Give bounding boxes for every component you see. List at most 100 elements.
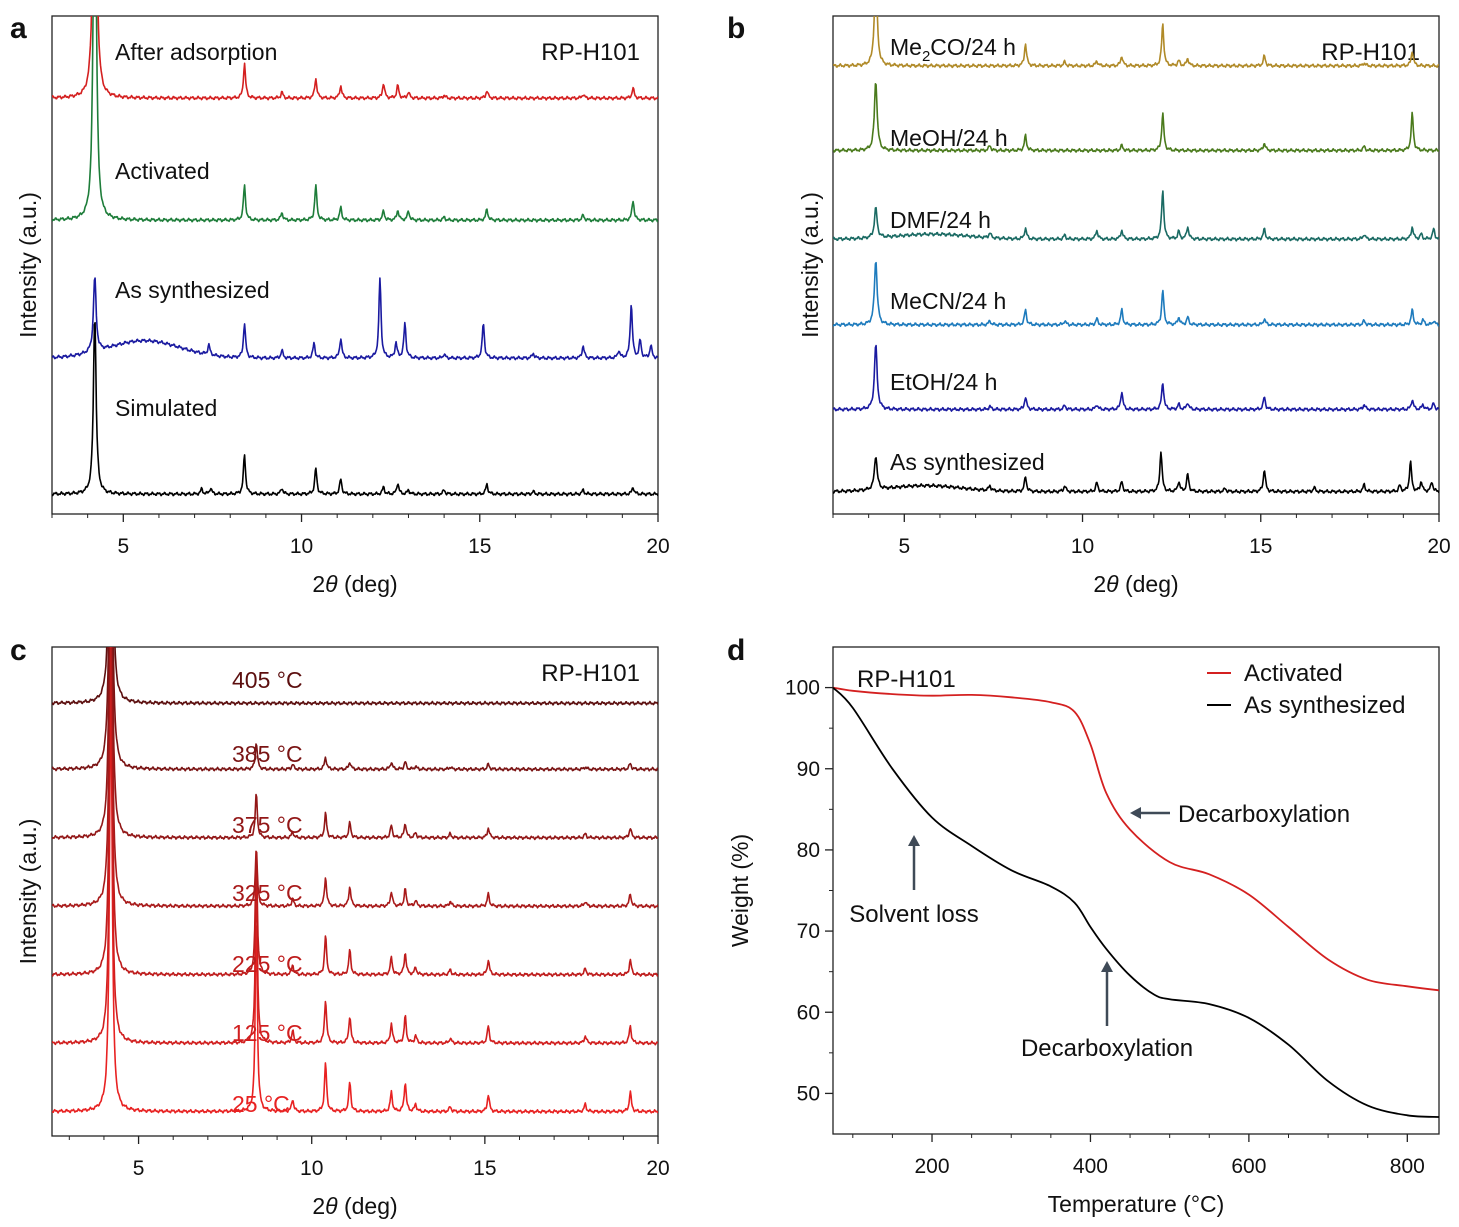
x-label-part: 2 (312, 571, 325, 597)
series-label: MeCN/24 h (890, 288, 1006, 314)
annotation-label: Decarboxylation (1021, 1035, 1193, 1062)
traces (52, 16, 658, 497)
traces (833, 16, 1439, 494)
panel-title: RP-H101 (541, 660, 640, 687)
panel-title: RP-H101 (1321, 39, 1420, 66)
series-line-385-c (52, 647, 658, 772)
series-line-as-synthesized (833, 451, 1439, 494)
series-line-after-adsorption (52, 16, 658, 101)
x-tick-label: 5 (898, 535, 910, 558)
series-line-dmf-24-h (833, 190, 1439, 242)
x-tick-label: 5 (117, 535, 129, 558)
legend-label: As synthesized (1244, 692, 1405, 719)
series-line-activated (52, 16, 658, 223)
x-label-part: 2 (312, 1193, 325, 1219)
x-label-part: (deg) (338, 571, 398, 597)
y-axis-label: Intensity (a.u.) (15, 192, 41, 338)
x-axis-label: 2θ (deg) (312, 1193, 397, 1219)
series-line-405-c (52, 647, 658, 706)
panel-title: RP-H101 (541, 39, 640, 66)
x-tick-label: 20 (1427, 535, 1450, 558)
series-line-as-synthesized (832, 686, 1440, 1118)
panel-letter: a (10, 12, 27, 45)
y-tick-label: 70 (797, 920, 820, 943)
series-label: EtOH/24 h (890, 369, 997, 395)
panel-letter: d (727, 634, 745, 667)
series-label: Activated (115, 158, 210, 184)
series-line-25-c (52, 686, 658, 1114)
series-label: 385 °C (232, 741, 303, 767)
x-tick-label: 800 (1390, 1155, 1425, 1178)
series-line-activated (832, 686, 1440, 992)
x-tick-label: 5 (133, 1157, 145, 1180)
series-line-meoh-24-h (833, 83, 1439, 153)
x-tick-label: 20 (646, 1157, 669, 1180)
legend-label: Activated (1244, 660, 1343, 687)
panel-a: a RP-H101 Intensity (a.u.) 5 10 15 20 2θ (deg) S… (10, 12, 670, 597)
label-part: Me (890, 34, 922, 60)
panel-title: RP-H101 (857, 666, 956, 693)
annotation-arrowhead (908, 835, 920, 846)
annotation-label: Solvent loss (849, 901, 978, 928)
x-label-part: (deg) (1119, 571, 1179, 597)
x-axis-label: 2θ (deg) (1093, 571, 1178, 597)
series-label: 125 °C (232, 1020, 303, 1046)
x-axis-label: Temperature (°C) (1048, 1191, 1225, 1217)
series-line-375-c (52, 647, 658, 841)
x-tick-label: 15 (473, 1157, 496, 1180)
x-tick-label: 200 (914, 1155, 949, 1178)
y-axis-label: Intensity (a.u.) (15, 819, 41, 965)
series-label: Me2CO/24 h (890, 34, 1016, 65)
series-label: DMF/24 h (890, 207, 991, 233)
y-axis-label: Intensity (a.u.) (797, 192, 823, 338)
series-label: 325 °C (232, 880, 303, 906)
series-line-mecn-24-h (833, 261, 1439, 328)
annotation-arrowhead (1130, 807, 1141, 819)
series-label: As synthesized (115, 277, 270, 303)
y-tick-label: 50 (797, 1082, 820, 1105)
annotation-label: Decarboxylation (1178, 801, 1350, 828)
plot-frame (51, 15, 659, 515)
series-line-325-c (52, 647, 658, 909)
series-label: 25 °C (232, 1091, 290, 1117)
series-label: After adsorption (115, 39, 277, 65)
series-label: As synthesized (890, 449, 1045, 475)
y-axis-label: Weight (%) (727, 834, 753, 947)
panel-letter: c (10, 634, 27, 667)
y-tick-label: 80 (797, 839, 820, 862)
x-tick-label: 15 (468, 535, 491, 558)
x-tick-label: 600 (1231, 1155, 1266, 1178)
series-label: Simulated (115, 395, 217, 421)
x-label-symbol: θ (325, 1193, 338, 1219)
label-sub: 2 (922, 48, 930, 65)
x-tick-label: 400 (1073, 1155, 1108, 1178)
series-line-225-c (52, 647, 658, 978)
x-axis-label: 2θ (deg) (312, 571, 397, 597)
y-tick-label: 60 (797, 1001, 820, 1024)
series-line-as-synthesized (52, 277, 658, 361)
x-tick-label: 10 (300, 1157, 323, 1180)
label-part: CO/24 h (930, 34, 1016, 60)
series-label: MeOH/24 h (890, 125, 1008, 151)
series-line-125-c (52, 647, 658, 1046)
x-tick-label: 10 (1071, 535, 1094, 558)
x-tick-label: 10 (290, 535, 313, 558)
x-tick-label: 15 (1249, 535, 1272, 558)
series-line-me-co-24-h (833, 16, 1439, 69)
x-label-symbol: θ (325, 571, 338, 597)
x-label-part: 2 (1093, 571, 1106, 597)
traces (52, 647, 658, 1114)
series-label: 375 °C (232, 812, 303, 838)
x-label-symbol: θ (1106, 571, 1119, 597)
x-tick-label: 20 (646, 535, 669, 558)
series-line-simulated (52, 321, 658, 497)
series-label: 405 °C (232, 667, 303, 693)
y-tick-label: 90 (797, 758, 820, 781)
series-line-etoh-24-h (833, 344, 1439, 412)
annotation-arrowhead (1101, 961, 1113, 972)
panel-d: d RP-H101 Weight (%) 200 400 600 800 Temperatur… (727, 634, 1440, 1217)
plot-frame (51, 646, 659, 1137)
